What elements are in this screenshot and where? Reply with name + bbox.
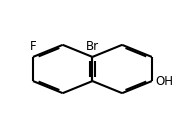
Text: F: F — [30, 40, 36, 53]
Text: Br: Br — [86, 40, 99, 53]
Text: OH: OH — [155, 75, 173, 88]
